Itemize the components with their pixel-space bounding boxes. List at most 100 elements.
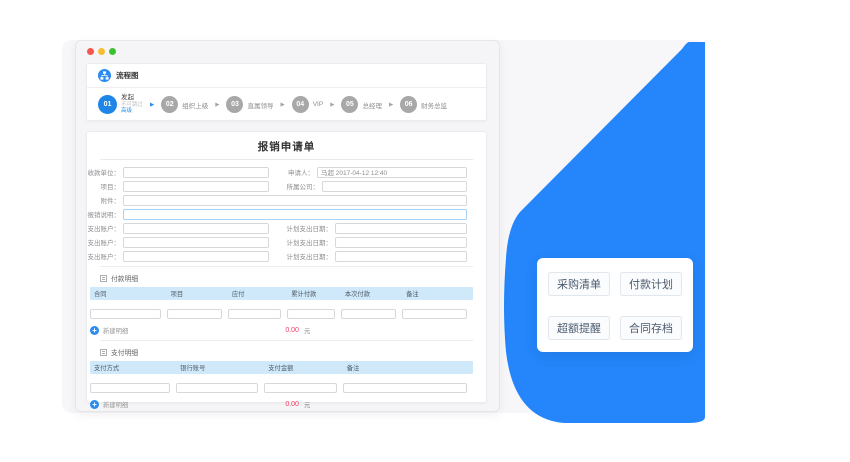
feature-tag-overage-reminder[interactable]: 超额提醒	[548, 316, 610, 340]
divider	[100, 340, 473, 341]
payment-accumulated-input[interactable]	[287, 308, 335, 319]
description-input[interactable]	[123, 208, 467, 220]
column-header: 备注	[406, 291, 419, 298]
column-header: 应付	[231, 291, 245, 298]
step-number-badge: 01	[98, 95, 117, 114]
add-payment-detail-button[interactable]: + 新建明细	[90, 325, 128, 335]
expense-account-label: 支出账户：	[87, 254, 121, 261]
flowchart-card: 流程图 01 发起 不可跳过 高级 ▶ 02 组织上级 ▶	[86, 63, 487, 121]
payment-detail-input-row	[90, 302, 473, 320]
workflow-step-05[interactable]: 05 总经理	[341, 96, 382, 113]
browser-window: 流程图 01 发起 不可跳过 高级 ▶ 02 组织上级 ▶	[75, 40, 500, 412]
payment-detail-table: 合同 项目 应付 累计付款 本次付款 备注	[90, 287, 473, 320]
pay-detail-input-row	[90, 376, 473, 394]
payee-label: 收款单位：	[87, 170, 121, 177]
column-header: 支付方式	[94, 365, 120, 372]
step-label: VIP	[312, 101, 324, 108]
feature-tag-purchase-list[interactable]: 采购清单	[548, 272, 610, 296]
payment-contract-input[interactable]	[90, 308, 161, 319]
plus-icon: +	[90, 399, 99, 409]
form-title: 报销申请单	[100, 132, 473, 160]
pay-bank-account-input[interactable]	[176, 382, 259, 393]
pay-detail-table: 支付方式 银行账号 支付金额 备注	[90, 361, 473, 394]
feature-tag-payment-plan[interactable]: 付款计划	[620, 272, 682, 296]
feature-tags-card: 采购清单 付款计划 超额提醒 合同存档	[537, 258, 693, 352]
applicant-label: 申请人：	[288, 170, 314, 177]
payment-current-input[interactable]	[340, 308, 397, 319]
window-minimize-button[interactable]	[98, 47, 105, 55]
payment-remark-input[interactable]	[402, 308, 467, 319]
column-header: 支付金额	[268, 365, 294, 372]
planned-date-input-2[interactable]	[335, 236, 467, 248]
payment-payable-input[interactable]	[227, 308, 282, 319]
arrow-icon: ▶	[330, 101, 335, 108]
flowchart-title: 流程图	[116, 71, 139, 80]
payment-detail-footer: + 新建明细 0.00 元	[90, 324, 473, 336]
divider	[100, 266, 473, 267]
company-label: 所属公司：	[286, 184, 320, 191]
column-header: 银行账号	[180, 365, 206, 372]
workflow-steps: 01 发起 不可跳过 高级 ▶ 02 组织上级 ▶ 03 直属领导	[87, 88, 486, 120]
payment-detail-table-header: 合同 项目 应付 累计付款 本次付款 备注	[90, 287, 473, 300]
payee-input[interactable]	[123, 166, 269, 178]
window-maximize-button[interactable]	[109, 47, 116, 55]
list-icon	[100, 348, 107, 356]
workflow-step-06[interactable]: 06 财务总监	[400, 96, 447, 113]
arrow-icon: ▶	[280, 101, 285, 108]
add-detail-label: 新建明细	[103, 401, 129, 409]
applicant-input[interactable]	[317, 166, 467, 178]
description-label: 报销说明：	[87, 212, 121, 219]
step-number-badge: 04	[291, 96, 309, 113]
window-close-button[interactable]	[87, 47, 94, 55]
plus-icon: +	[90, 325, 99, 335]
list-icon	[100, 274, 107, 282]
planned-date-input-3[interactable]	[335, 250, 467, 262]
currency-unit: 元	[303, 327, 311, 335]
pay-total-amount: 0.00	[285, 400, 299, 408]
arrow-icon: ▶	[215, 101, 220, 108]
step-label: 直属领导	[247, 102, 274, 110]
pay-detail-title: 支付明细	[111, 350, 139, 357]
column-header: 项目	[170, 291, 184, 298]
workflow-step-04[interactable]: 04 VIP	[291, 96, 324, 113]
payment-detail-section-header: 付款明细	[100, 273, 486, 283]
expense-account-input-2[interactable]	[123, 236, 269, 248]
workflow-step-02[interactable]: 02 组织上级	[161, 96, 208, 113]
expense-account-label: 支出账户：	[87, 226, 121, 233]
column-header: 备注	[346, 365, 360, 372]
project-input[interactable]	[123, 180, 269, 192]
payment-total-amount: 0.00	[285, 326, 299, 334]
pay-method-input[interactable]	[90, 382, 171, 393]
window-titlebar	[76, 41, 499, 61]
expense-account-label: 支出账户：	[87, 240, 121, 247]
feature-tag-contract-archive[interactable]: 合同存档	[620, 316, 682, 340]
pay-remark-input[interactable]	[342, 382, 467, 393]
attachment-input[interactable]	[123, 194, 467, 206]
step-label: 发起	[121, 94, 134, 102]
planned-date-input-1[interactable]	[335, 222, 467, 234]
step-label: 总经理	[362, 102, 382, 110]
pay-detail-footer: + 新建明细 0.00 元	[90, 398, 473, 410]
column-header: 合同	[94, 291, 107, 298]
advanced-link[interactable]: 高级	[121, 108, 133, 115]
step-number-badge: 05	[341, 96, 359, 113]
workflow-step-03[interactable]: 03 直属领导	[226, 96, 273, 113]
expense-account-input-3[interactable]	[123, 250, 269, 262]
company-input[interactable]	[322, 180, 467, 192]
column-header: 本次付款	[344, 291, 371, 298]
step-label: 财务总监	[421, 102, 448, 110]
column-header: 累计付款	[291, 291, 317, 298]
workflow-step-01[interactable]: 01 发起 不可跳过 高级	[98, 94, 143, 114]
step-subtext: 不可跳过	[121, 101, 144, 108]
expense-account-input-1[interactable]	[123, 222, 269, 234]
payment-project-input[interactable]	[166, 308, 222, 319]
step-number-badge: 06	[400, 96, 418, 113]
pay-amount-input[interactable]	[264, 382, 337, 393]
step-label: 组织上级	[182, 102, 209, 110]
arrow-icon: ▶	[388, 101, 394, 108]
planned-date-label: 计划支出日期：	[286, 240, 333, 247]
add-pay-detail-button[interactable]: + 新建明细	[90, 399, 129, 409]
step-number-badge: 03	[226, 96, 244, 113]
pay-detail-section-header: 支付明细	[100, 347, 486, 357]
